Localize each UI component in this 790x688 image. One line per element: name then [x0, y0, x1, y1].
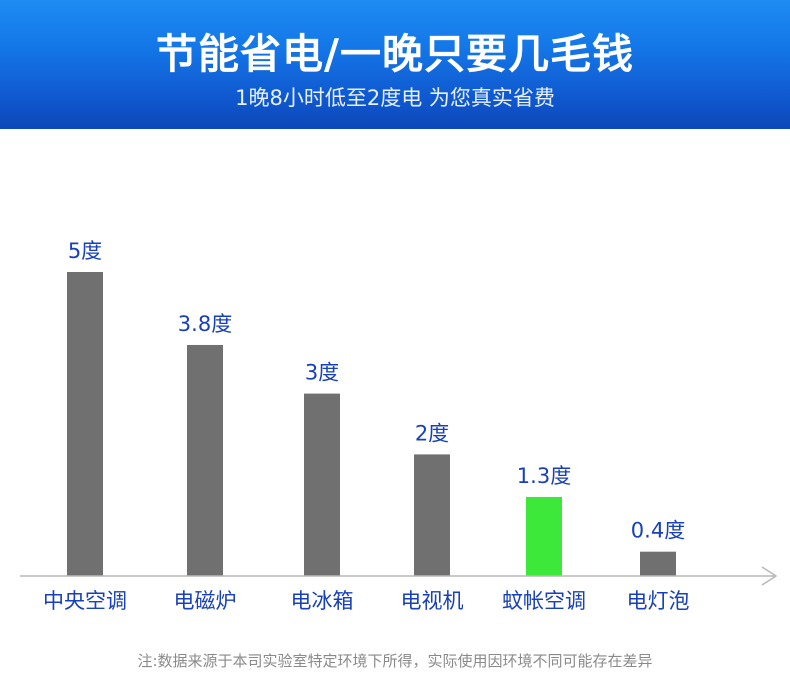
bar-5 [526, 496, 562, 576]
data-label-6: 0.4度 [631, 519, 685, 543]
category-label-2: 电磁炉 [174, 589, 237, 613]
bar-4 [414, 454, 450, 576]
data-label-1: 5度 [68, 239, 102, 263]
bar-3 [304, 393, 340, 576]
header-banner: 节能省电/一晚只要几毛钱 1晚8小时低至2度电 为您真实省费 [0, 0, 790, 129]
page-title: 节能省电/一晚只要几毛钱 [156, 30, 634, 78]
data-label-3: 3度 [305, 361, 339, 385]
category-label-4: 电视机 [401, 589, 464, 613]
bar-1 [67, 272, 103, 576]
bar-6 [640, 551, 676, 576]
category-label-6: 电灯泡 [627, 589, 690, 613]
category-label-1: 中央空调 [43, 589, 127, 613]
data-label-2: 3.8度 [178, 312, 232, 336]
x-axis-arrow-icon [761, 566, 778, 586]
data-label-5: 1.3度 [517, 464, 571, 488]
category-label-3: 电冰箱 [291, 589, 354, 613]
page-subtitle: 1晚8小时低至2度电 为您真实省费 [235, 86, 555, 110]
data-label-4: 2度 [415, 421, 449, 445]
bar-2 [187, 344, 223, 576]
category-label-5: 蚊帐空调 [502, 589, 586, 613]
footnote: 注:数据来源于本司实验室特定环境下所得，实际使用因环境不同可能存在差异 [137, 652, 653, 670]
